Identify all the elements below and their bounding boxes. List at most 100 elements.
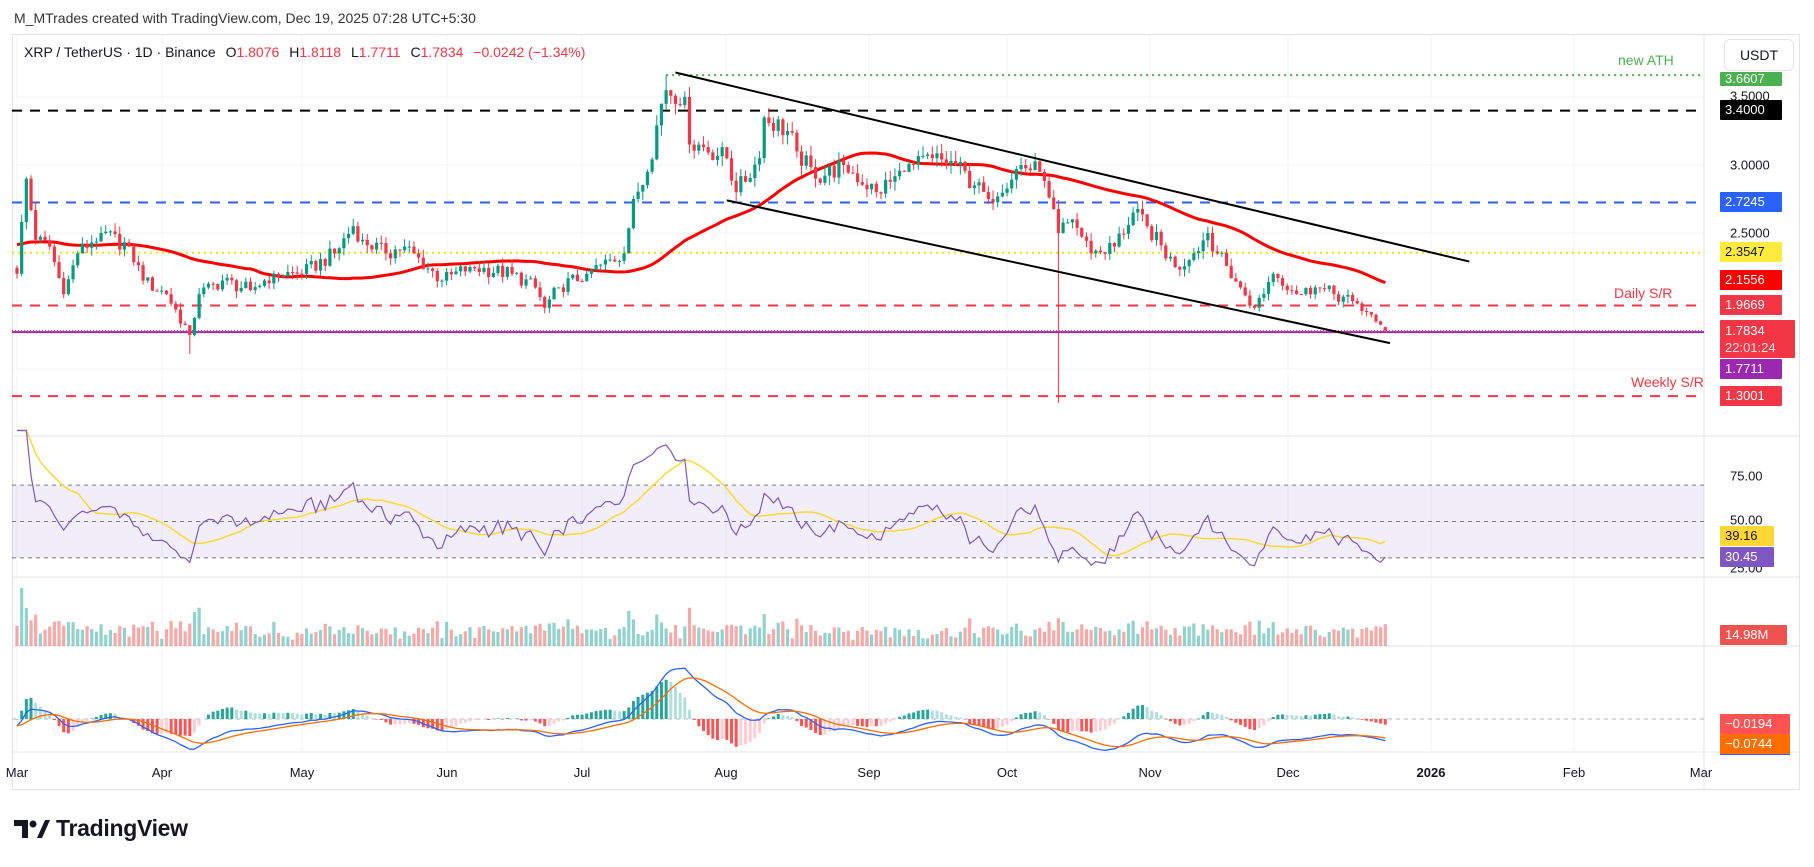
volume-bar [1080,624,1084,646]
volume-bar [295,632,299,646]
candle-body [1150,226,1154,241]
volume-bar [804,632,808,646]
macd-histogram-bar [996,719,1000,729]
candle-body [1154,231,1159,241]
candle-body [477,268,481,273]
volume-bar [1210,625,1215,646]
candle-body [865,184,869,190]
macd-histogram-bar [561,719,565,721]
volume-bar [262,634,267,646]
volume-bar [631,619,636,646]
candle-body [220,280,225,290]
candle-body [893,176,897,182]
volume-bar [113,633,117,646]
candle-body [515,272,519,274]
macd-histogram-bar [687,709,691,719]
macd-histogram-bar [1257,719,1261,729]
candle-body [94,241,98,243]
macd-histogram-bar [613,710,617,719]
volume-bar [1355,637,1359,646]
macd-histogram-bar [1098,719,1102,731]
tradingview-logo[interactable]: TradingView [14,815,188,842]
volume-bar [286,636,290,646]
symbol-name[interactable]: XRP / TetherUS · 1D · Binance [24,44,216,60]
macd-histogram-bar [543,719,547,727]
volume-bar [463,631,467,646]
volume-bar [589,629,594,646]
macd-histogram-bar [678,692,682,719]
macd-histogram-bar [234,709,238,719]
volume-bar [687,607,692,646]
channel-trendline [726,199,1391,345]
volume-bar [1299,634,1303,646]
macd-histogram-bar [1215,713,1219,719]
macd-histogram-bar [664,679,668,719]
volume-bar [743,634,748,646]
candle-body [225,277,229,281]
macd-histogram-bar [1122,716,1126,719]
macd-histogram-bar [1313,714,1317,719]
support-level-label: 1.7711 [1720,359,1782,379]
candle-body [547,299,551,308]
candle-body [608,259,612,261]
level-2-3547-label: 2.3547 [1720,242,1782,262]
macd-histogram-bar [800,719,804,727]
volume-bar [1266,628,1271,646]
macd-histogram-bar [673,687,677,719]
macd-histogram-bar [1299,716,1303,719]
candle-body [697,144,701,151]
currency-button[interactable]: USDT [1724,39,1794,71]
macd-histogram-bar [1365,719,1369,721]
volume-bar [234,622,239,646]
daily-sr-annotation: Daily S/R [1614,285,1673,301]
macd-histogram-bar [907,713,911,719]
candle-body [62,278,66,295]
candle-body [771,123,776,131]
candle-body [29,178,33,211]
candle-body [1332,285,1336,295]
candle-body [426,268,430,270]
macd-histogram-bar [692,719,696,720]
macd-histogram-bar [986,719,990,729]
volume-bar [183,631,187,646]
volume-bar [57,620,61,646]
candle-body [996,196,1000,203]
macd-histogram-bar [281,713,285,719]
macd-histogram-bar [991,719,995,730]
macd-histogram-bar [1187,719,1191,724]
candle-body [720,147,724,157]
candle-body [799,151,804,166]
volume-bar [996,629,1000,646]
volume-bar [136,627,141,646]
time-tick: Mar [1689,765,1713,780]
macd-histogram-bar [449,719,453,728]
candle-body [664,90,668,104]
volume-bar [1271,622,1275,646]
candle-body [104,231,108,233]
candle-body [440,280,444,282]
volume-bar [1056,618,1061,646]
macd-histogram-bar [1108,719,1112,726]
macd-histogram-bar [786,715,790,719]
macd-histogram-bar [57,719,61,727]
candle-body [1108,242,1112,254]
volume-bar [1327,631,1331,646]
macd-histogram-bar [1271,717,1275,719]
candle-body [1182,266,1187,270]
volume-bar [1131,620,1135,646]
volume-bar [585,629,589,646]
volume-bar [1318,635,1322,646]
volume-bar [725,625,729,646]
volume-bar [1042,631,1046,646]
candle-body [599,264,603,266]
macd-histogram-bar [1360,719,1364,720]
macd-histogram-bar [1024,712,1028,719]
volume-bar [519,627,523,646]
macd-line [16,667,1386,752]
candle-body [365,239,369,246]
volume-bar [426,633,430,646]
candle-body [1243,287,1247,296]
volume-bar [1351,628,1355,646]
macd-histogram-bar [421,719,425,728]
